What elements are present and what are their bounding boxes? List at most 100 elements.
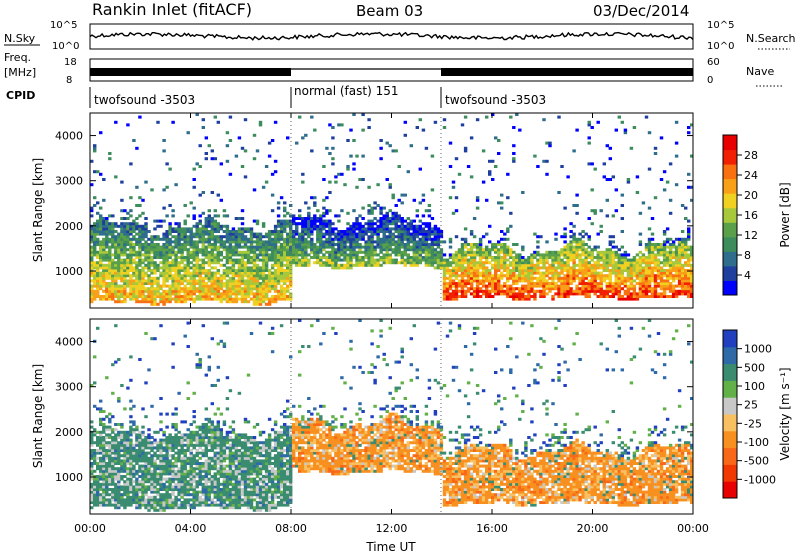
heatmap-cell xyxy=(231,258,236,262)
heatmap-cell xyxy=(114,269,118,272)
heatmap-cell xyxy=(129,477,133,481)
heatmap-cell xyxy=(680,292,685,296)
heatmap-cell xyxy=(174,243,178,246)
heatmap-cell xyxy=(162,237,166,241)
heatmap-cell xyxy=(403,219,408,223)
heatmap-cell xyxy=(524,266,528,270)
heatmap-cell xyxy=(144,266,148,270)
heatmap-cell xyxy=(370,230,374,233)
heatmap-cell xyxy=(587,271,591,275)
heatmap-cell xyxy=(563,248,567,252)
heatmap-cell xyxy=(418,118,423,122)
heatmap-cell xyxy=(415,235,420,239)
heatmap-cell xyxy=(225,295,230,298)
heatmap-cell xyxy=(105,243,109,246)
heatmap-cell xyxy=(497,289,501,293)
heatmap-cell xyxy=(463,237,468,241)
heatmap-cell xyxy=(337,123,341,127)
heatmap-cell xyxy=(677,274,682,278)
heatmap-cell xyxy=(198,230,202,233)
heatmap-cell xyxy=(117,250,121,254)
heatmap-cell xyxy=(569,235,573,239)
heatmap-cell xyxy=(114,488,118,491)
heatmap-cell xyxy=(355,253,359,257)
heatmap-cell xyxy=(623,279,628,283)
heatmap-cell xyxy=(102,245,106,249)
heatmap-cell xyxy=(605,289,610,293)
heatmap-cell xyxy=(180,300,184,304)
heatmap-cell xyxy=(388,243,392,246)
heatmap-cell xyxy=(286,224,290,228)
heatmap-cell xyxy=(270,258,275,262)
heatmap-cell xyxy=(144,490,148,494)
heatmap-cell xyxy=(141,493,145,497)
heatmap-cell xyxy=(491,266,495,270)
heatmap-cell xyxy=(153,289,157,293)
heatmap-cell xyxy=(228,172,233,176)
heatmap-cell xyxy=(207,237,212,241)
heatmap-cell xyxy=(539,271,543,275)
heatmap-cell xyxy=(608,248,613,252)
heatmap-cell xyxy=(316,250,320,254)
heatmap-cell xyxy=(219,274,224,278)
heatmap-cell xyxy=(117,490,121,494)
heatmap-cell xyxy=(584,263,588,267)
heatmap-cell xyxy=(283,227,287,231)
heatmap-cell xyxy=(340,253,344,257)
heatmap-cell xyxy=(286,295,290,298)
heatmap-cell xyxy=(108,253,112,257)
heatmap-cell xyxy=(198,235,202,239)
heatmap-cell xyxy=(668,253,673,257)
heatmap-cell xyxy=(174,253,178,257)
heatmap-cell xyxy=(279,224,284,228)
heatmap-cell xyxy=(310,227,314,231)
heatmap-cell xyxy=(430,253,435,257)
heatmap-cell xyxy=(671,261,676,265)
heatmap-cell xyxy=(168,276,172,280)
heatmap-cell xyxy=(168,227,172,231)
heatmap-cell xyxy=(677,250,682,254)
heatmap-cell xyxy=(93,271,97,275)
heatmap-cell xyxy=(261,263,266,267)
heatmap-cell xyxy=(162,245,166,249)
heatmap-cell xyxy=(114,276,118,280)
heatmap-cell xyxy=(512,258,516,262)
heatmap-cell xyxy=(234,217,239,220)
heatmap-cell xyxy=(475,118,480,122)
heatmap-cell xyxy=(225,250,230,254)
heatmap-cell xyxy=(656,274,661,278)
heatmap-cell xyxy=(340,235,344,239)
heatmap-cell xyxy=(225,266,230,270)
heatmap-cell xyxy=(605,266,610,270)
heatmap-cell xyxy=(252,263,257,267)
heatmap-cell xyxy=(283,295,287,298)
heatmap-cell xyxy=(662,248,667,252)
heatmap-cell xyxy=(563,245,567,249)
heatmap-cell xyxy=(430,230,435,233)
heatmap-cell xyxy=(545,271,549,275)
heatmap-cell xyxy=(358,222,362,226)
heatmap-cell xyxy=(644,292,649,296)
heatmap-cell xyxy=(114,467,118,471)
heatmap-cell xyxy=(587,123,591,127)
heatmap-cell xyxy=(234,261,239,265)
heatmap-cell xyxy=(481,289,486,293)
heatmap-cell xyxy=(503,237,507,241)
heatmap-cell xyxy=(665,269,670,272)
heatmap-cell xyxy=(605,253,610,257)
heatmap-cell xyxy=(93,253,97,257)
heatmap-cell xyxy=(249,243,254,246)
heatmap-cell xyxy=(671,250,676,254)
heatmap-cell xyxy=(99,256,103,259)
heatmap-cell xyxy=(653,279,658,283)
heatmap-cell xyxy=(276,269,281,272)
heatmap-cell xyxy=(524,279,528,283)
heatmap-cell xyxy=(135,269,139,272)
heatmap-cell xyxy=(129,245,133,249)
heatmap-cell xyxy=(129,196,133,200)
heatmap-cell xyxy=(412,232,417,236)
heatmap-cell xyxy=(403,245,408,249)
heatmap-cell xyxy=(168,292,172,296)
heatmap-cell xyxy=(192,248,196,252)
